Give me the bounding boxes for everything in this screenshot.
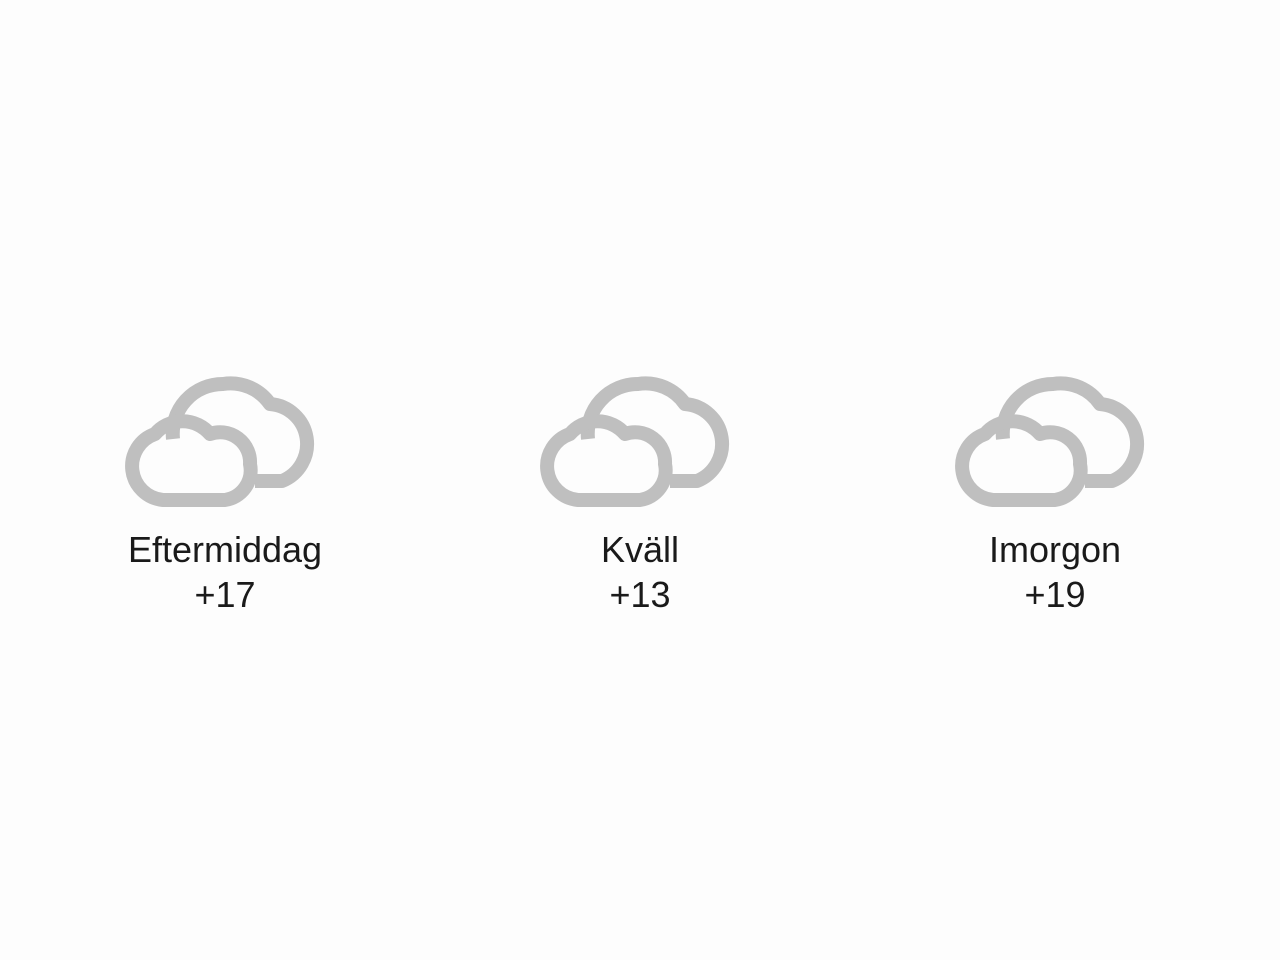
weather-forecast-row: Eftermiddag +17 Kväll +13 Imorgon +19	[0, 344, 1280, 617]
temperature-value: +19	[1024, 572, 1085, 617]
period-label: Eftermiddag	[128, 527, 322, 572]
forecast-card: Eftermiddag +17	[95, 344, 355, 617]
period-label: Imorgon	[989, 527, 1121, 572]
period-label: Kväll	[601, 527, 679, 572]
cloudy-icon	[540, 344, 740, 509]
temperature-value: +13	[609, 572, 670, 617]
forecast-card: Imorgon +19	[925, 344, 1185, 617]
temperature-value: +17	[194, 572, 255, 617]
cloudy-icon	[125, 344, 325, 509]
forecast-card: Kväll +13	[510, 344, 770, 617]
cloudy-icon	[955, 344, 1155, 509]
